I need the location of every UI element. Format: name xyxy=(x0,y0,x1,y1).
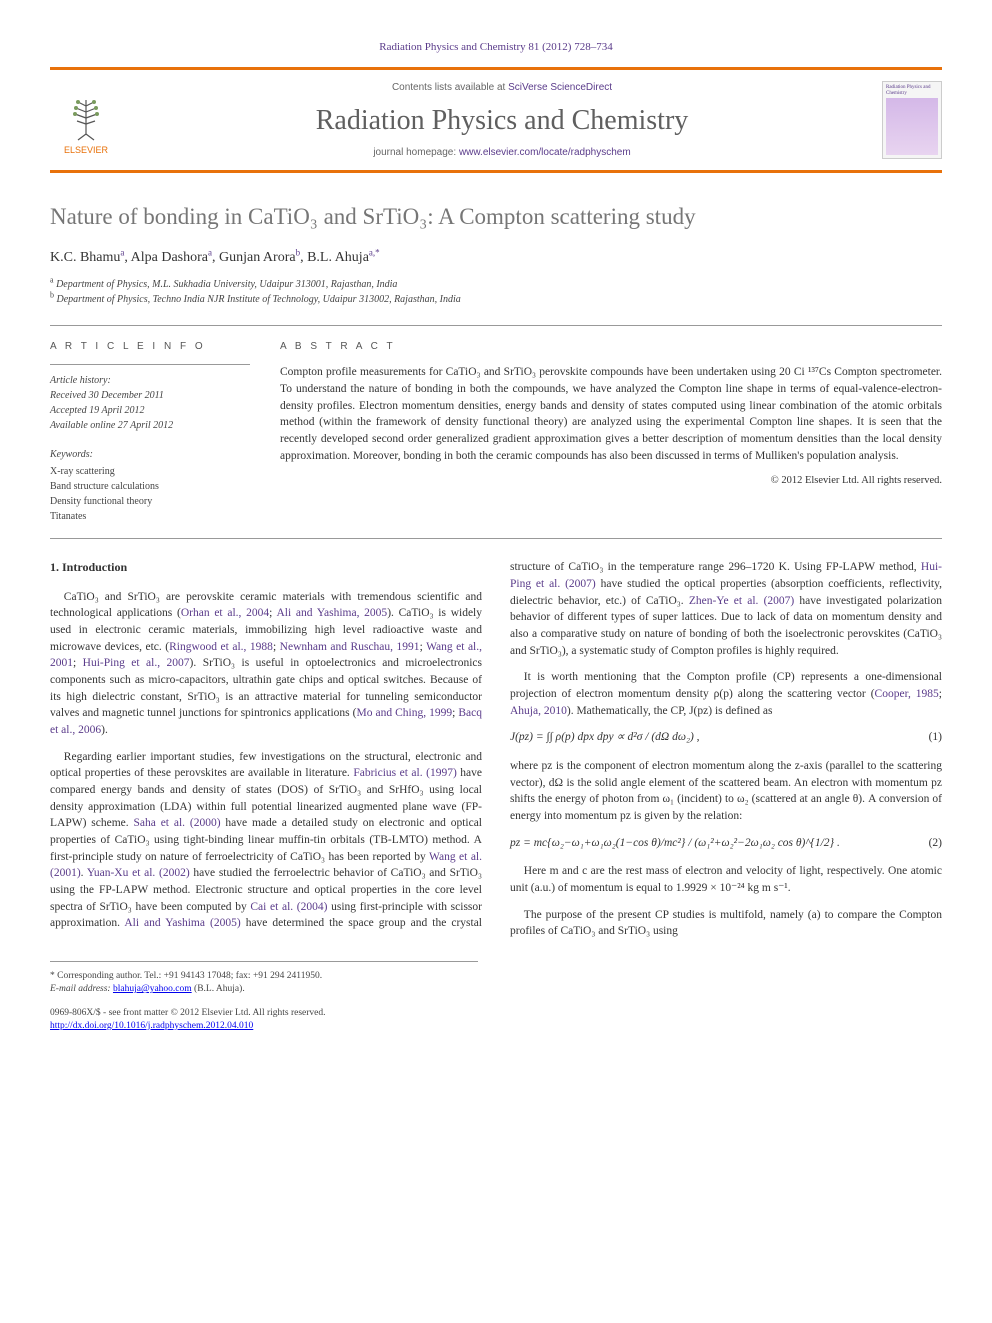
keyword-1: Band structure calculations xyxy=(50,481,159,492)
keyword-3: Titanates xyxy=(50,511,86,522)
article-info-heading: A R T I C L E I N F O xyxy=(50,340,250,354)
publisher-name: ELSEVIER xyxy=(64,144,108,157)
ref-zhenye-2007[interactable]: Zhen-Ye et al. (2007) xyxy=(689,595,794,607)
doi-link[interactable]: http://dx.doi.org/10.1016/j.radphyschem.… xyxy=(50,1021,253,1031)
abstract-text: Compton profile measurements for CaTiO₃ … xyxy=(280,364,942,464)
doi-footer: 0969-806X/$ - see front matter © 2012 El… xyxy=(50,1007,478,1034)
ref-saha-2000[interactable]: Saha et al. (2000) xyxy=(133,817,220,829)
ref-yuanxu-2002[interactable]: Yuan-Xu et al. (2002) xyxy=(87,867,190,879)
affil-b: Department of Physics, Techno India NJR … xyxy=(57,294,461,305)
journal-name: Radiation Physics and Chemistry xyxy=(138,101,866,140)
contents-line: Contents lists available at SciVerse Sci… xyxy=(138,81,866,95)
eq2-body: pz = mc{ω₂−ω₁+ω₁ω₂(1−cos θ)/mc²} / (ω₁²+… xyxy=(510,835,912,852)
homepage-line: journal homepage: www.elsevier.com/locat… xyxy=(138,146,866,160)
affil-sup-a: a xyxy=(50,276,54,285)
ref-orhan-2004[interactable]: Orhan et al., 2004 xyxy=(181,607,269,619)
keywords-label: Keywords: xyxy=(50,447,250,462)
history-label: Article history: xyxy=(50,375,111,386)
p3-sep1: ; xyxy=(939,688,942,700)
eq1-body: J(pz) = ∫∫ ρ(p) dpx dpy ∝ d²σ / (dΩ dω₂)… xyxy=(510,729,912,746)
ref-cai-2004[interactable]: Cai et al. (2004) xyxy=(250,901,327,913)
eq1-number: (1) xyxy=(912,729,942,746)
p1-sep4: ; xyxy=(73,657,83,669)
cover-thumb-title: Radiation Physics and Chemistry xyxy=(886,85,938,96)
equation-2: pz = mc{ω₂−ω₁+ω₁ω₂(1−cos θ)/mc²} / (ω₁²+… xyxy=(510,835,942,852)
p6: The purpose of the present CP studies is… xyxy=(510,907,942,940)
keywords-block: Keywords: X-ray scattering Band structur… xyxy=(50,447,250,524)
ref-huiping-2007[interactable]: Hui-Ping et al., 2007 xyxy=(83,657,190,669)
cover-thumb-art xyxy=(886,98,938,155)
equation-1: J(pz) = ∫∫ ρ(p) dpx dpy ∝ d²σ / (dΩ dω₂)… xyxy=(510,729,942,746)
ref-cooper-1985[interactable]: Cooper, 1985 xyxy=(875,688,939,700)
affil-sup-b: b xyxy=(50,291,54,300)
p5: Here m and c are the rest mass of electr… xyxy=(510,863,942,896)
ref-ali-2005[interactable]: Ali and Yashima, 2005 xyxy=(276,607,387,619)
ref-ringwood-1988[interactable]: Ringwood et al., 1988 xyxy=(169,641,273,653)
ref-mo-1999[interactable]: Mo and Ching, 1999 xyxy=(356,707,452,719)
corresponding-line: * Corresponding author. Tel.: +91 94143 … xyxy=(50,970,478,983)
homepage-link[interactable]: www.elsevier.com/locate/radphyschem xyxy=(459,147,631,158)
p1-d: ). xyxy=(101,724,108,736)
p4: where pz is the component of electron mo… xyxy=(510,758,942,825)
history-accepted: Accepted 19 April 2012 xyxy=(50,405,145,416)
ref-ali-2005b[interactable]: Ali and Yashima (2005) xyxy=(124,917,240,929)
email-person: (B.L. Ahuja). xyxy=(192,984,245,994)
affiliations: a Department of Physics, M.L. Sukhadia U… xyxy=(50,277,942,307)
keyword-2: Density functional theory xyxy=(50,496,152,507)
section-1-heading: 1. Introduction xyxy=(50,559,482,576)
citation-header: Radiation Physics and Chemistry 81 (2012… xyxy=(50,40,942,55)
issn-line: 0969-806X/$ - see front matter © 2012 El… xyxy=(50,1007,478,1020)
corresponding-author-footer: * Corresponding author. Tel.: +91 94143 … xyxy=(50,961,478,997)
p1-sep2: ; xyxy=(273,641,280,653)
eq2-number: (2) xyxy=(912,835,942,852)
publisher-logo: ELSEVIER xyxy=(50,80,122,160)
email-label: E-mail address: xyxy=(50,984,113,994)
keyword-0: X-ray scattering xyxy=(50,466,115,477)
ref-ahuja-2010[interactable]: Ahuja, 2010 xyxy=(510,705,567,717)
abstract-heading: A B S T R A C T xyxy=(280,340,942,354)
ref-fabricius-1997[interactable]: Fabricius et al. (1997) xyxy=(353,767,456,779)
p3-b: ). Mathematically, the CP, J(pz) is defi… xyxy=(567,705,773,717)
history-online: Available online 27 April 2012 xyxy=(50,420,173,431)
journal-cover-thumbnail: Radiation Physics and Chemistry xyxy=(882,81,942,159)
history-received: Received 30 December 2011 xyxy=(50,390,164,401)
masthead: ELSEVIER Contents lists available at Sci… xyxy=(50,67,942,173)
affil-a: Department of Physics, M.L. Sukhadia Uni… xyxy=(56,279,397,290)
sciencedirect-link[interactable]: SciVerse ScienceDirect xyxy=(508,82,612,93)
article-body: 1. Introduction CaTiO₃ and SrTiO₃ are pe… xyxy=(50,538,942,941)
contents-prefix: Contents lists available at xyxy=(392,82,508,93)
article-history: Article history: Received 30 December 20… xyxy=(50,364,250,433)
abstract-copyright: © 2012 Elsevier Ltd. All rights reserved… xyxy=(280,474,942,489)
email-link[interactable]: blahuja@yahoo.com xyxy=(113,984,192,994)
elsevier-tree-icon xyxy=(66,94,106,142)
homepage-prefix: journal homepage: xyxy=(373,147,459,158)
author-list: K.C. Bhamua, Alpa Dashoraa, Gunjan Arora… xyxy=(50,248,942,268)
article-title: Nature of bonding in CaTiO₃ and SrTiO₃: … xyxy=(50,201,942,233)
ref-newnham-1991[interactable]: Newnham and Ruschau, 1991 xyxy=(280,641,420,653)
